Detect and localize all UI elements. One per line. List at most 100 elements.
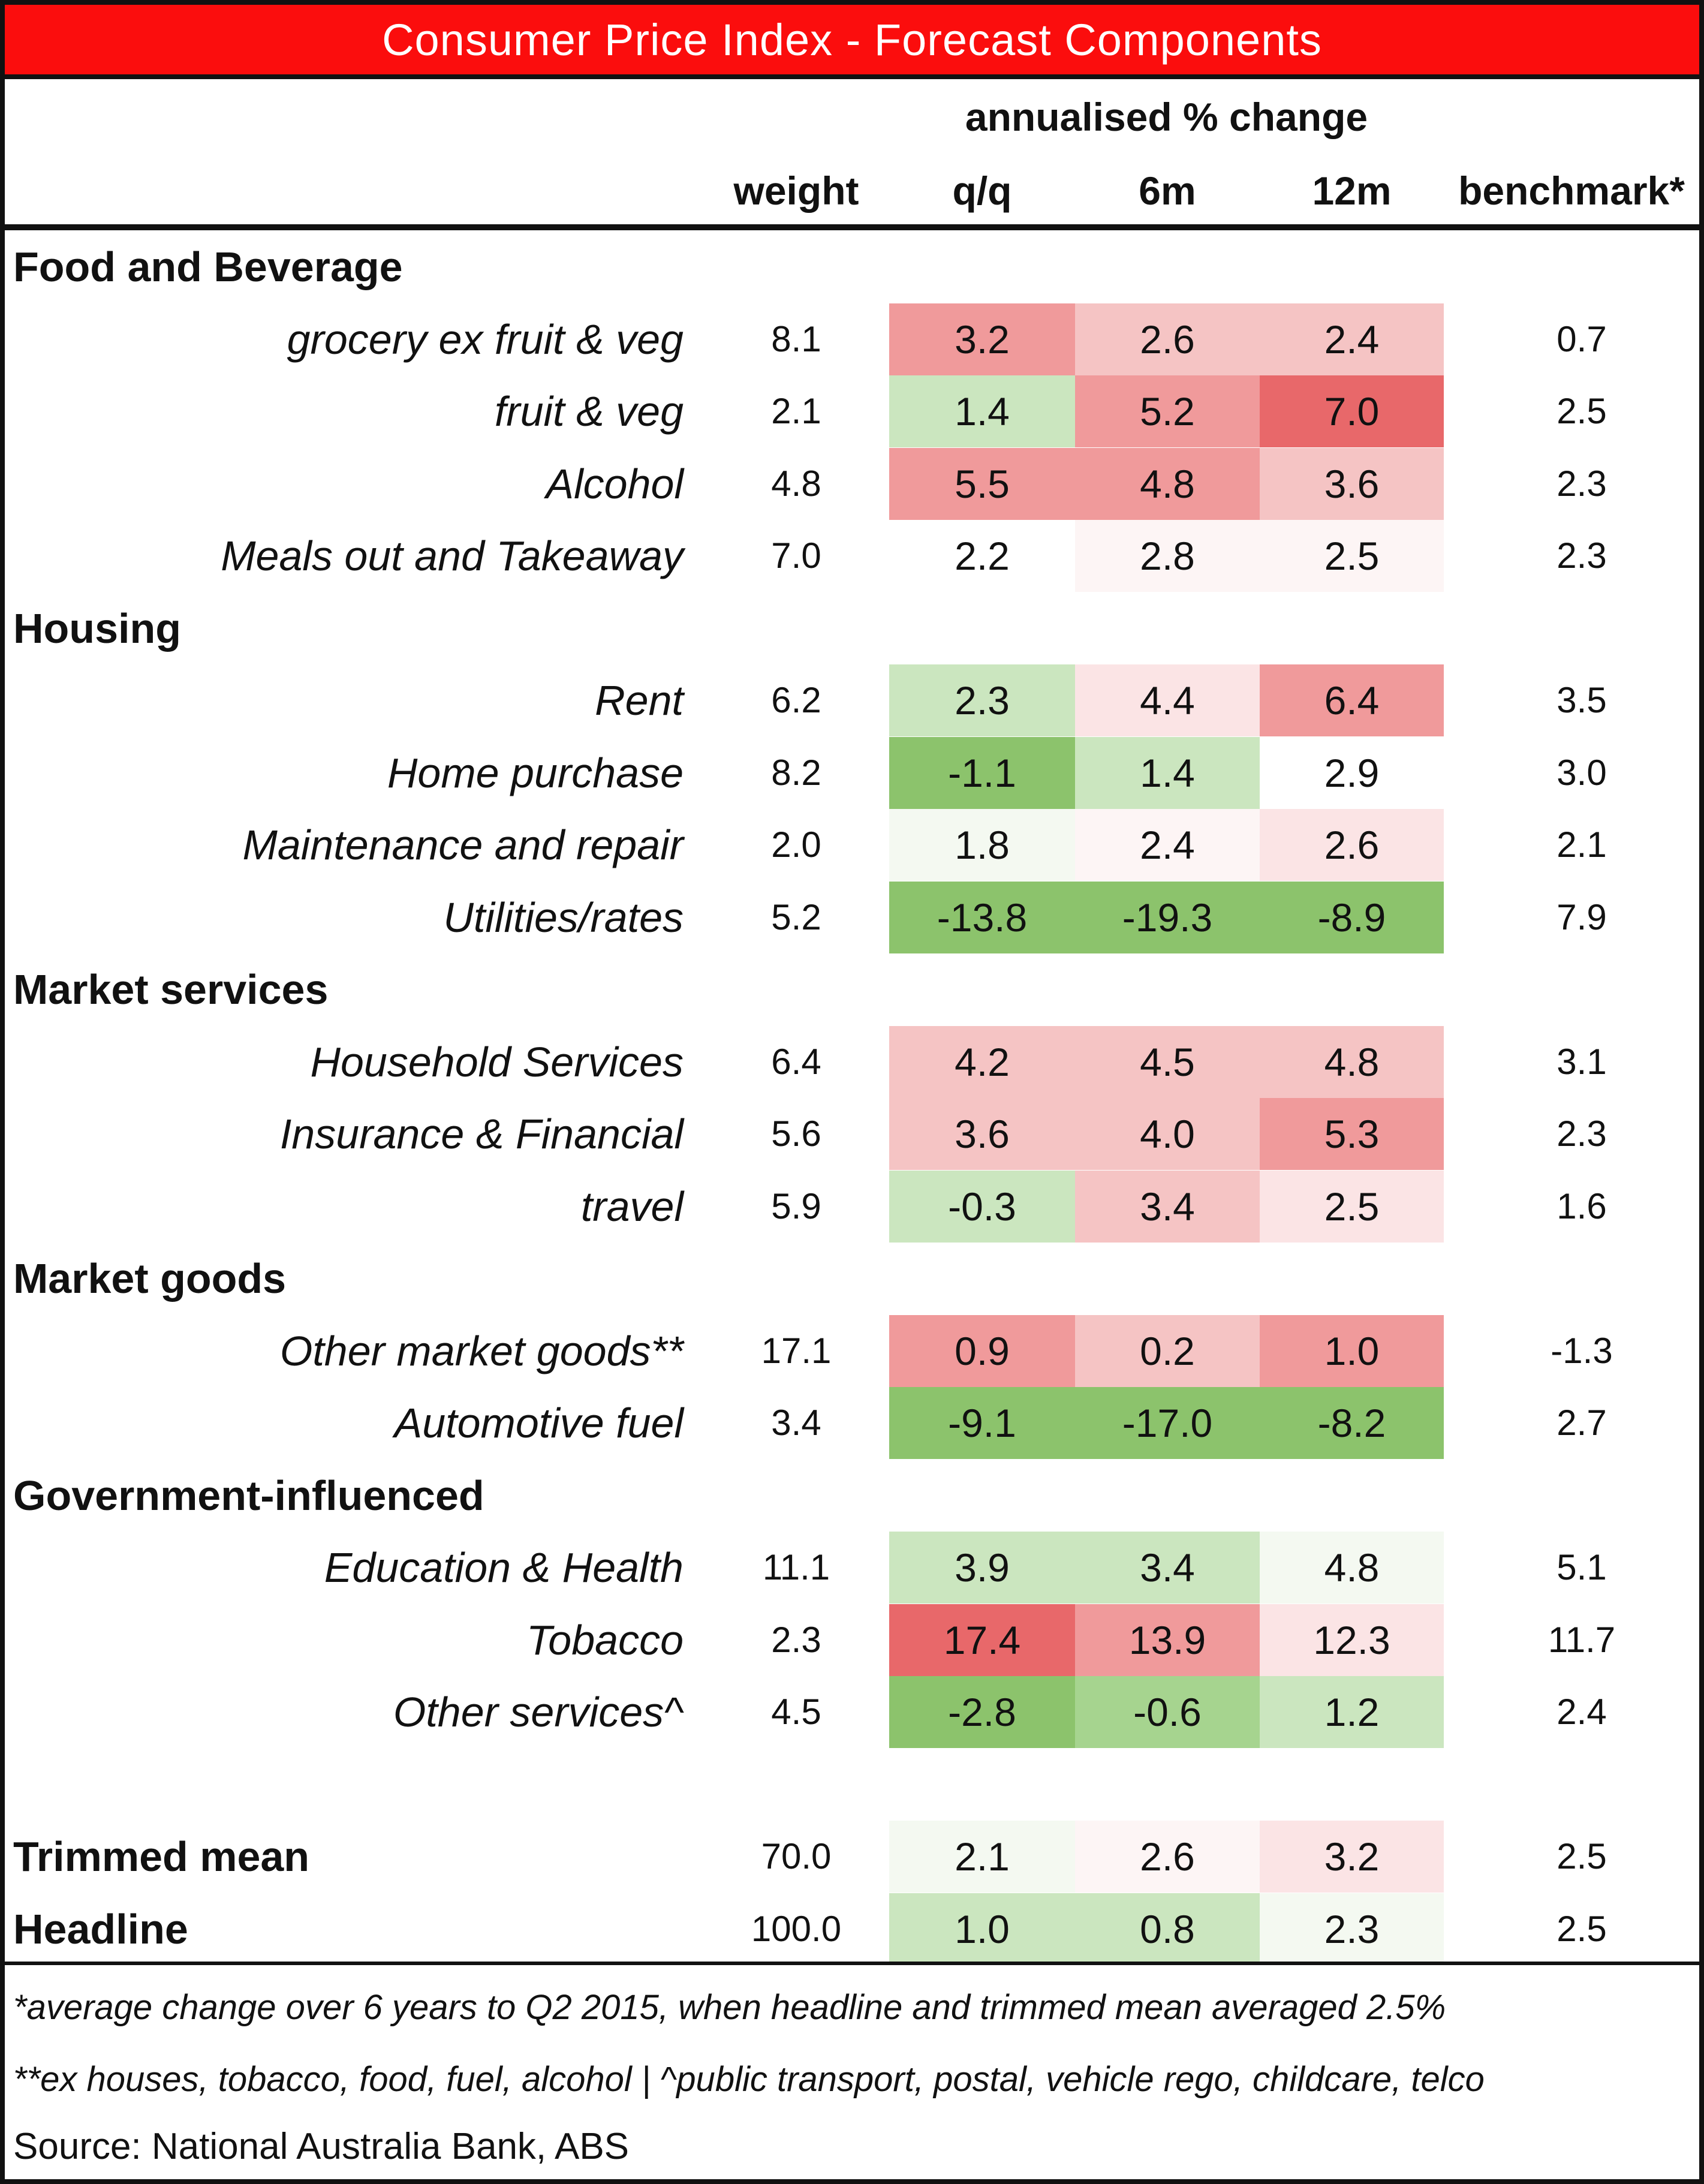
- qq-cell: 3.6: [889, 1098, 1075, 1170]
- section-title: Government-influenced: [13, 1472, 484, 1519]
- qq-cell: 2.2: [955, 534, 1010, 578]
- table-row: Automotive fuel 3.4 -9.1 -17.0 -8.2 2.7: [5, 1387, 1699, 1459]
- benchmark-cell: 2.5: [1557, 391, 1607, 431]
- qq-cell: 17.4: [889, 1604, 1075, 1676]
- six-month-cell: 2.6: [1075, 1821, 1260, 1893]
- weight-cell: 4.5: [771, 1692, 821, 1732]
- qq-cell: -0.3: [889, 1170, 1075, 1243]
- table-row: Other market goods** 17.1 0.9 0.2 1.0 -1.3: [5, 1314, 1699, 1387]
- weight-cell: 2.3: [771, 1619, 821, 1660]
- six-month-cell: -0.6: [1075, 1676, 1260, 1748]
- six-month-cell: 4.8: [1075, 447, 1260, 520]
- row-label: Alcohol: [546, 460, 684, 507]
- twelve-month-cell: 4.8: [1260, 1025, 1444, 1098]
- total-label: Trimmed mean: [13, 1833, 310, 1880]
- row-label: Other market goods**: [279, 1327, 684, 1374]
- row-label: fruit & veg: [494, 388, 684, 435]
- weight-cell: 5.2: [771, 897, 821, 937]
- six-month-cell: 1.4: [1075, 736, 1260, 809]
- row-label: Tobacco: [526, 1616, 684, 1663]
- table-row: Utilities/rates 5.2 -13.8 -19.3 -8.9 7.9: [5, 881, 1699, 953]
- col-header-weight: weight: [733, 169, 859, 213]
- header-divider: [5, 224, 1699, 230]
- qq-cell: 3.9: [889, 1532, 1075, 1604]
- benchmark-cell: 3.5: [1557, 680, 1607, 720]
- twelve-month-cell: 7.0: [1260, 375, 1444, 447]
- row-label: grocery ex fruit & veg: [287, 315, 684, 363]
- table-row: fruit & veg 2.1 1.4 5.2 7.0 2.5: [5, 375, 1699, 447]
- row-label: Household Services: [310, 1038, 684, 1085]
- table-row: Education & Health 11.1 3.9 3.4 4.8 5.1: [5, 1532, 1699, 1604]
- six-month-cell: 2.8: [1075, 520, 1260, 592]
- weight-cell: 17.1: [761, 1330, 832, 1371]
- qq-cell: -2.8: [889, 1676, 1075, 1748]
- row-label: Utilities/rates: [443, 894, 684, 941]
- footer-divider: [5, 1962, 1699, 1965]
- section-header-row: Market services: [5, 953, 1699, 1025]
- weight-cell: 6.2: [771, 680, 821, 720]
- twelve-month-cell: 3.6: [1260, 447, 1444, 520]
- twelve-month-cell: -8.2: [1260, 1387, 1444, 1459]
- benchmark-cell: 2.1: [1557, 825, 1607, 865]
- twelve-month-cell: 2.9: [1324, 750, 1380, 795]
- six-month-cell: 3.4: [1075, 1170, 1260, 1243]
- twelve-month-cell: 2.6: [1260, 809, 1444, 881]
- qq-cell: -13.8: [889, 881, 1075, 953]
- table-row: Insurance & Financial 5.6 3.6 4.0 5.3 2.3: [5, 1098, 1699, 1170]
- weight-cell: 3.4: [771, 1403, 821, 1443]
- weight-cell: 2.0: [771, 825, 821, 865]
- section-title: Housing: [13, 604, 181, 652]
- six-month-cell: -19.3: [1075, 881, 1260, 953]
- row-label: Maintenance and repair: [242, 822, 684, 868]
- page-title: Consumer Price Index - Forecast Componen…: [382, 14, 1322, 65]
- benchmark-cell: 11.7: [1548, 1619, 1616, 1660]
- footnote-definitions: **ex houses, tobacco, food, fuel, alcoho…: [13, 2060, 1485, 2099]
- col-header-qq: q/q: [952, 169, 1012, 213]
- qq-cell: 2.3: [889, 664, 1075, 736]
- row-label: Automotive fuel: [394, 1400, 684, 1446]
- benchmark-cell: 3.0: [1557, 752, 1607, 793]
- group-header: annualised % change: [965, 95, 1368, 139]
- row-label: Insurance & Financial: [279, 1111, 684, 1157]
- row-label: travel: [580, 1183, 684, 1230]
- col-header-12m: 12m: [1312, 169, 1392, 213]
- title-bar: Consumer Price Index - Forecast Componen…: [5, 5, 1699, 79]
- table-row: Home purchase 8.2 -1.1 1.4 2.9 3.0: [5, 736, 1699, 809]
- twelve-month-cell: 3.2: [1260, 1821, 1444, 1893]
- benchmark-cell: 2.5: [1557, 1836, 1607, 1876]
- twelve-month-cell: 2.5: [1260, 1170, 1444, 1243]
- benchmark-cell: 2.4: [1557, 1692, 1607, 1732]
- weight-cell: 6.4: [771, 1041, 821, 1082]
- qq-cell: 5.5: [889, 447, 1075, 520]
- table-row: travel 5.9 -0.3 3.4 2.5 1.6: [5, 1170, 1699, 1243]
- table-row: Rent 6.2 2.3 4.4 6.4 3.5: [5, 664, 1699, 736]
- twelve-month-cell: -8.9: [1260, 881, 1444, 953]
- benchmark-cell: 2.5: [1557, 1908, 1607, 1949]
- six-month-cell: 5.2: [1075, 375, 1260, 447]
- section-title: Food and Beverage: [13, 243, 403, 290]
- twelve-month-cell: 5.3: [1260, 1098, 1444, 1170]
- row-label: Meals out and Takeaway: [221, 533, 684, 579]
- twelve-month-cell: 12.3: [1260, 1604, 1444, 1676]
- benchmark-cell: 5.1: [1557, 1547, 1607, 1587]
- qq-cell: 1.8: [889, 809, 1075, 881]
- table-row: Household Services 6.4 4.2 4.5 4.8 3.1: [5, 1025, 1699, 1098]
- row-label: Education & Health: [324, 1544, 684, 1591]
- weight-cell: 8.2: [771, 752, 821, 793]
- total-row: Trimmed mean 70.0 2.1 2.6 3.2 2.5: [5, 1821, 1699, 1893]
- six-month-cell: 3.4: [1075, 1532, 1260, 1604]
- twelve-month-cell: 2.5: [1260, 520, 1444, 592]
- qq-cell: 3.2: [889, 303, 1075, 375]
- six-month-cell: 2.6: [1075, 303, 1260, 375]
- weight-cell: 5.6: [771, 1114, 821, 1154]
- total-row: Headline 100.0 1.0 0.8 2.3 2.5: [5, 1893, 1699, 1965]
- qq-cell: 0.9: [889, 1314, 1075, 1387]
- section-header-row: Food and Beverage: [5, 231, 1699, 303]
- qq-cell: -1.1: [889, 736, 1075, 809]
- total-label: Headline: [13, 1905, 188, 1953]
- benchmark-cell: 2.3: [1557, 536, 1607, 576]
- table-row: Other services^ 4.5 -2.8 -0.6 1.2 2.4: [5, 1676, 1699, 1748]
- section-title: Market services: [13, 966, 329, 1013]
- table-row: grocery ex fruit & veg 8.1 3.2 2.6 2.4 0.7: [5, 303, 1699, 375]
